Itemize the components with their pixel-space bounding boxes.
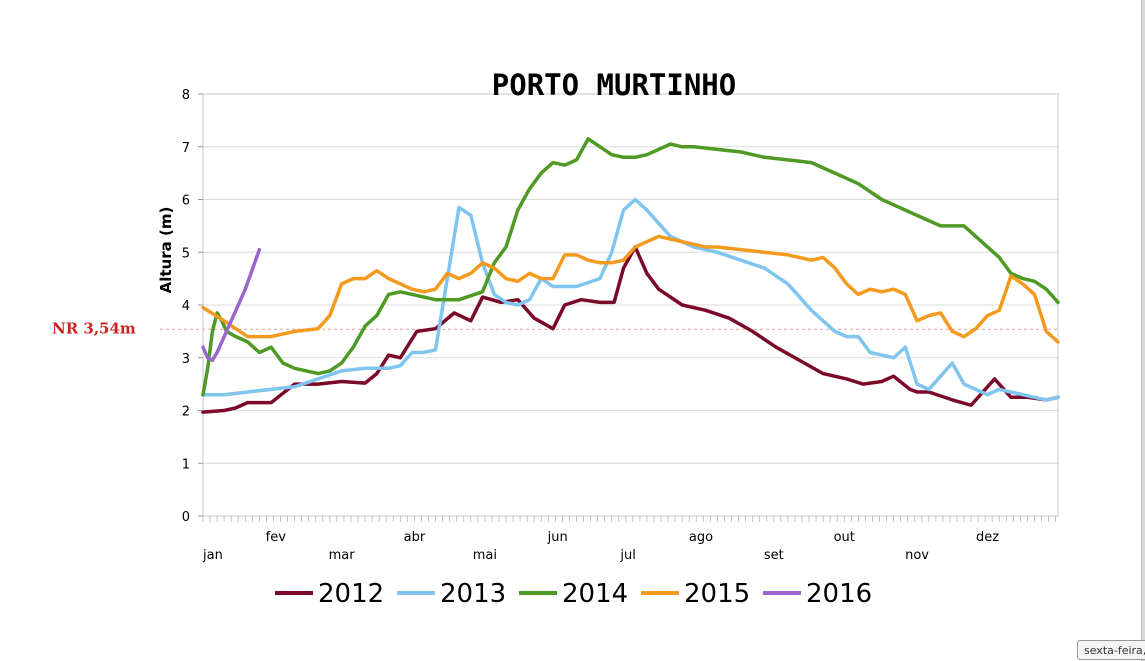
y-tick-label: 8	[182, 88, 190, 103]
x-tick-label: set	[764, 548, 784, 563]
x-tick-label: ago	[689, 530, 713, 545]
chart-title: PORTO MURTINHO	[492, 68, 736, 102]
legend: 2012 2013 2014 2015 2016	[275, 579, 872, 609]
y-axis-label: Altura (m)	[157, 207, 175, 294]
series-line-2014	[201, 137, 1060, 397]
legend-label: 2015	[684, 579, 750, 609]
legend-label: 2012	[318, 579, 384, 609]
reference-line-label: NR 3,54m	[52, 319, 136, 337]
y-tick-label: 4	[182, 299, 190, 314]
series-line-2012	[201, 245, 1060, 414]
y-tick-label: 0	[182, 510, 190, 525]
legend-item-2016: 2016	[763, 579, 872, 609]
x-tick-label: abr	[404, 530, 426, 545]
series-line-2015	[201, 234, 1060, 344]
x-tick-label: dez	[976, 530, 999, 545]
y-tick-label: 6	[182, 194, 190, 209]
x-tick-label: nov	[905, 548, 929, 563]
x-tick-label: fev	[266, 530, 287, 545]
x-tick-label: mai	[473, 548, 497, 563]
x-axis-minor-ticks	[202, 516, 1057, 522]
y-axis: 0 1 2 3 4 5 6 7 8	[182, 88, 203, 525]
x-tick-label: mar	[329, 548, 356, 563]
x-tick-label: jan	[202, 548, 223, 563]
window-edge	[1141, 0, 1145, 661]
legend-item-2012: 2012	[275, 579, 384, 609]
x-axis: jan fev mar abr mai jun jul ago set out nov dez	[202, 530, 999, 563]
y-tick-label: 1	[182, 457, 190, 472]
y-tick-label: 2	[182, 405, 190, 420]
series-line-2016	[201, 247, 262, 363]
series-line-2013	[201, 197, 1060, 402]
x-tick-label: jun	[547, 530, 568, 545]
legend-item-2015: 2015	[641, 579, 750, 609]
legend-item-2014: 2014	[519, 579, 628, 609]
date-tooltip: sexta-feira, 22	[1077, 640, 1145, 660]
x-tick-label: jul	[619, 548, 635, 563]
legend-label: 2016	[806, 579, 872, 609]
y-tick-label: 3	[182, 352, 190, 367]
y-tick-label: 7	[182, 141, 190, 156]
series-lines	[201, 137, 1060, 414]
legend-label: 2014	[562, 579, 628, 609]
x-tick-label: out	[834, 530, 855, 545]
legend-item-2013: 2013	[397, 579, 506, 609]
legend-label: 2013	[440, 579, 506, 609]
y-tick-label: 5	[182, 246, 190, 261]
